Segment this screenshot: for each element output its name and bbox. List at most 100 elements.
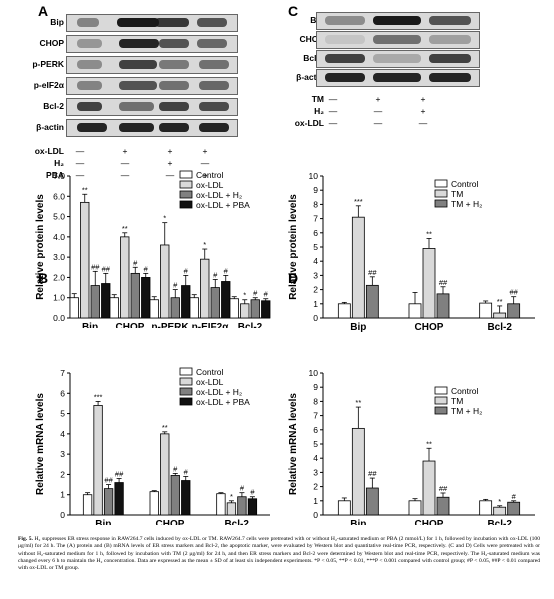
- bar: [160, 244, 170, 319]
- bar: [237, 496, 247, 516]
- x-tick-label: CHOP: [156, 519, 185, 525]
- bar: [120, 236, 130, 319]
- y-axis-label: Relative protein levels: [288, 194, 299, 300]
- bar: [109, 297, 119, 319]
- blot-c-condition-mark: —: [373, 106, 383, 116]
- bar: [149, 491, 159, 516]
- significance-label: ##: [439, 484, 448, 493]
- bar: [160, 433, 170, 516]
- y-tick-label: 4: [313, 453, 318, 463]
- bar: [103, 488, 114, 516]
- significance-label: #: [240, 484, 245, 493]
- legend-label: Control: [196, 367, 224, 377]
- legend-swatch: [179, 397, 193, 406]
- legend-label: ox-LDL: [196, 180, 224, 190]
- legend-label: Control: [196, 170, 224, 180]
- blot-a-blot-strip: [66, 35, 238, 53]
- y-tick-label: 1.0: [53, 293, 65, 303]
- blot-a-row-label: β-actin: [36, 122, 64, 132]
- legend-label: ox-LDL + PBA: [196, 200, 250, 210]
- blot-a-band: [119, 60, 157, 69]
- panel-letter-d: D: [288, 270, 299, 286]
- y-tick-label: 4: [313, 256, 318, 266]
- legend-swatch: [179, 180, 193, 189]
- y-tick-label: 5: [313, 242, 318, 252]
- y-tick-label: 10: [309, 368, 319, 378]
- significance-label: ##: [91, 262, 100, 271]
- legend-label: ox-LDL + PBA: [196, 397, 250, 407]
- bar: [250, 299, 260, 319]
- significance-label: ##: [115, 469, 124, 478]
- y-tick-label: 6.0: [53, 191, 65, 201]
- y-tick-label: 0.0: [53, 313, 65, 323]
- blot-c-blot-strip: [316, 12, 480, 30]
- bar: [229, 298, 239, 319]
- y-tick-label: 5: [313, 439, 318, 449]
- significance-label: *: [498, 497, 501, 506]
- x-tick-label: Bip: [82, 322, 98, 328]
- blot-c-band: [429, 16, 471, 25]
- legend-label: TM: [451, 396, 463, 406]
- blot-a-condition-mark: —: [75, 146, 85, 156]
- significance-label: #: [512, 492, 517, 501]
- legend-swatch: [179, 367, 193, 376]
- y-tick-label: 7: [313, 411, 318, 421]
- bar: [210, 287, 220, 319]
- blot-a-band: [197, 39, 227, 48]
- blot-c-row-label: β-actin: [296, 72, 324, 82]
- blot-a-band: [159, 81, 189, 90]
- bar: [82, 494, 93, 516]
- y-tick-label: 9: [313, 382, 318, 392]
- significance-label: #: [250, 488, 255, 497]
- chart-a: 0.0 1.0 2.0 3.0 4.0 5.0 6.0 7.0 Relative protein…: [35, 170, 271, 328]
- bar: [337, 500, 351, 516]
- bar: [479, 302, 493, 319]
- y-tick-label: 2: [313, 285, 318, 295]
- x-tick-label: Bip: [350, 519, 366, 525]
- y-tick-label: 3: [313, 270, 318, 280]
- bar: [436, 496, 450, 516]
- y-tick-label: 7: [313, 214, 318, 224]
- legend-swatch: [434, 189, 448, 198]
- bar: [141, 277, 151, 319]
- legend-swatch: [179, 200, 193, 209]
- blot-a-blot-strip: [66, 14, 238, 32]
- blot-c-blot-strip: [316, 31, 480, 49]
- panel-letter-b: B: [38, 270, 49, 286]
- blot-a-row-label: p-PERK: [32, 59, 64, 69]
- blot-a-condition-mark: —: [200, 158, 210, 168]
- blot-a-condition-mark: +: [167, 158, 173, 168]
- significance-label: *: [163, 214, 166, 223]
- blot-c-band: [325, 35, 365, 44]
- bar: [351, 216, 365, 319]
- legend-label: Control: [451, 179, 479, 189]
- significance-label: ##: [368, 469, 377, 478]
- blot-a-band: [77, 102, 102, 111]
- blot-c-band: [373, 73, 421, 82]
- blot-a-band: [117, 18, 159, 27]
- significance-label: #: [213, 270, 218, 279]
- y-tick-label: 4: [60, 429, 65, 439]
- blot-a-condition-mark: +: [122, 146, 128, 156]
- y-tick-label: 3: [313, 467, 318, 477]
- blot-a-condition-label: H₂: [54, 158, 64, 168]
- blot-c-band: [325, 73, 365, 82]
- blot-a-condition-mark: —: [120, 170, 130, 180]
- blot-a-band: [119, 81, 157, 90]
- legend-swatch: [434, 396, 448, 405]
- blot-a-blot-strip: [66, 98, 238, 116]
- significance-label: ***: [354, 197, 363, 206]
- blot-c-condition-mark: —: [418, 118, 428, 128]
- blot-a-band: [77, 18, 99, 27]
- bar: [181, 480, 191, 516]
- significance-label: #: [173, 281, 178, 290]
- bar: [479, 500, 493, 516]
- bar: [114, 482, 124, 516]
- blot-a-band: [159, 123, 189, 132]
- significance-label: #: [253, 289, 258, 298]
- significance-label: **: [122, 224, 128, 233]
- y-tick-label: 7.0: [53, 171, 65, 181]
- blot-c-band: [429, 73, 471, 82]
- y-axis-label: Relative mRNA levels: [35, 393, 46, 495]
